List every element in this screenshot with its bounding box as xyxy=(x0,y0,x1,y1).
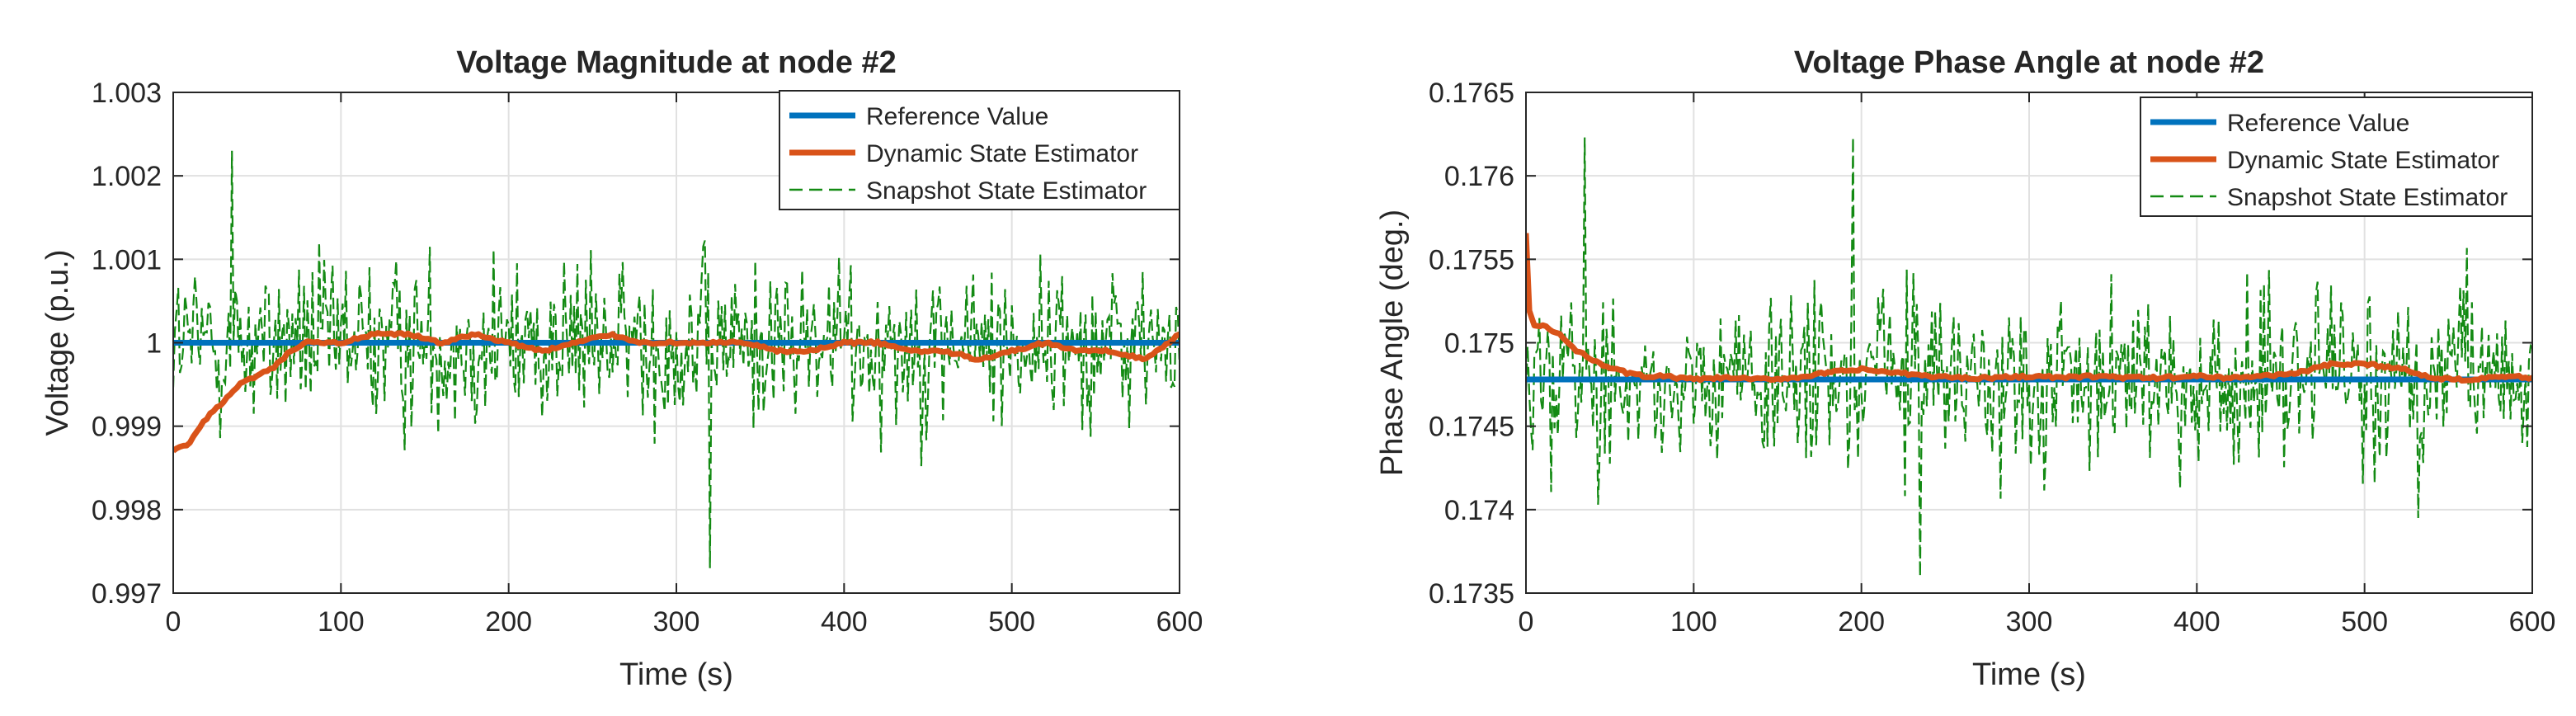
x-tick-label: 600 xyxy=(2509,606,2556,638)
chart-2: 0 100 200 300 400 500 600 0.1735 0.174 0.1745 0.17… xyxy=(1375,45,2555,692)
x-tick-label: 500 xyxy=(2341,606,2388,638)
y-tick-label: 0.176 xyxy=(1444,161,1514,192)
y-tick-label: 1 xyxy=(146,328,162,360)
x-tick-label: 300 xyxy=(2006,606,2053,638)
snapshot-series-line xyxy=(173,150,1180,568)
x-tick-label: 400 xyxy=(821,606,868,638)
x-tick-label: 300 xyxy=(653,606,700,638)
snapshot-series-line xyxy=(1526,137,2532,577)
x-tick-label: 600 xyxy=(1156,606,1203,638)
chart-1: 0 100 200 300 400 500 600 0.997 0.998 0.999 1 1.001… xyxy=(40,45,1203,692)
y-axis-label: Voltage (p.u.) xyxy=(40,249,75,436)
y-tick-label: 0.175 xyxy=(1444,328,1514,360)
ticks: 0 100 200 300 400 500 600 0.997 0.998 0.999 1 1.001… xyxy=(92,78,1203,638)
plot-series xyxy=(1526,137,2532,577)
y-tick-label: 0.1745 xyxy=(1429,412,1514,443)
x-tick-label: 200 xyxy=(1838,606,1885,638)
dynamic-series-line xyxy=(173,330,1180,454)
x-axis-label: Time (s) xyxy=(1972,657,2086,692)
dynamic-series-line xyxy=(1526,233,2532,384)
legend-label: Snapshot State Estimator xyxy=(866,177,1147,205)
y-tick-label: 1.001 xyxy=(92,244,162,276)
y-tick-label: 0.997 xyxy=(92,578,162,610)
legend-label: Reference Value xyxy=(866,103,1048,130)
chart-title: Voltage Magnitude at node #2 xyxy=(456,45,896,80)
x-tick-label: 400 xyxy=(2173,606,2220,638)
x-tick-label: 500 xyxy=(988,606,1035,638)
x-tick-label: 100 xyxy=(318,606,365,638)
y-tick-label: 1.003 xyxy=(92,78,162,109)
y-tick-label: 0.998 xyxy=(92,495,162,526)
y-axis-label: Phase Angle (deg.) xyxy=(1375,210,1410,476)
y-tick-label: 0.1735 xyxy=(1429,578,1514,610)
legend-label: Reference Value xyxy=(2227,110,2409,137)
legend-label: Dynamic State Estimator xyxy=(866,140,1138,167)
x-tick-label: 100 xyxy=(1670,606,1717,638)
x-tick-label: 200 xyxy=(485,606,532,638)
legend-label: Dynamic State Estimator xyxy=(2227,147,2499,174)
y-tick-label: 0.1755 xyxy=(1429,244,1514,276)
chart-title: Voltage Phase Angle at node #2 xyxy=(1794,45,2264,80)
y-tick-label: 0.174 xyxy=(1444,495,1514,526)
legend: Reference Value Dynamic State Estimator Sn… xyxy=(779,90,1180,210)
x-tick-label: 0 xyxy=(166,606,181,638)
legend-label: Snapshot State Estimator xyxy=(2227,184,2508,211)
y-tick-label: 1.002 xyxy=(92,161,162,192)
y-tick-label: 0.999 xyxy=(92,412,162,443)
y-tick-label: 0.1765 xyxy=(1429,78,1514,109)
x-tick-label: 0 xyxy=(1519,606,1534,638)
plot-series xyxy=(173,150,1180,568)
ticks: 0 100 200 300 400 500 600 0.1735 0.174 0.1745 0.17… xyxy=(1429,78,2555,638)
legend: Reference Value Dynamic State Estimator Sn… xyxy=(2140,97,2533,217)
x-axis-label: Time (s) xyxy=(619,657,733,692)
